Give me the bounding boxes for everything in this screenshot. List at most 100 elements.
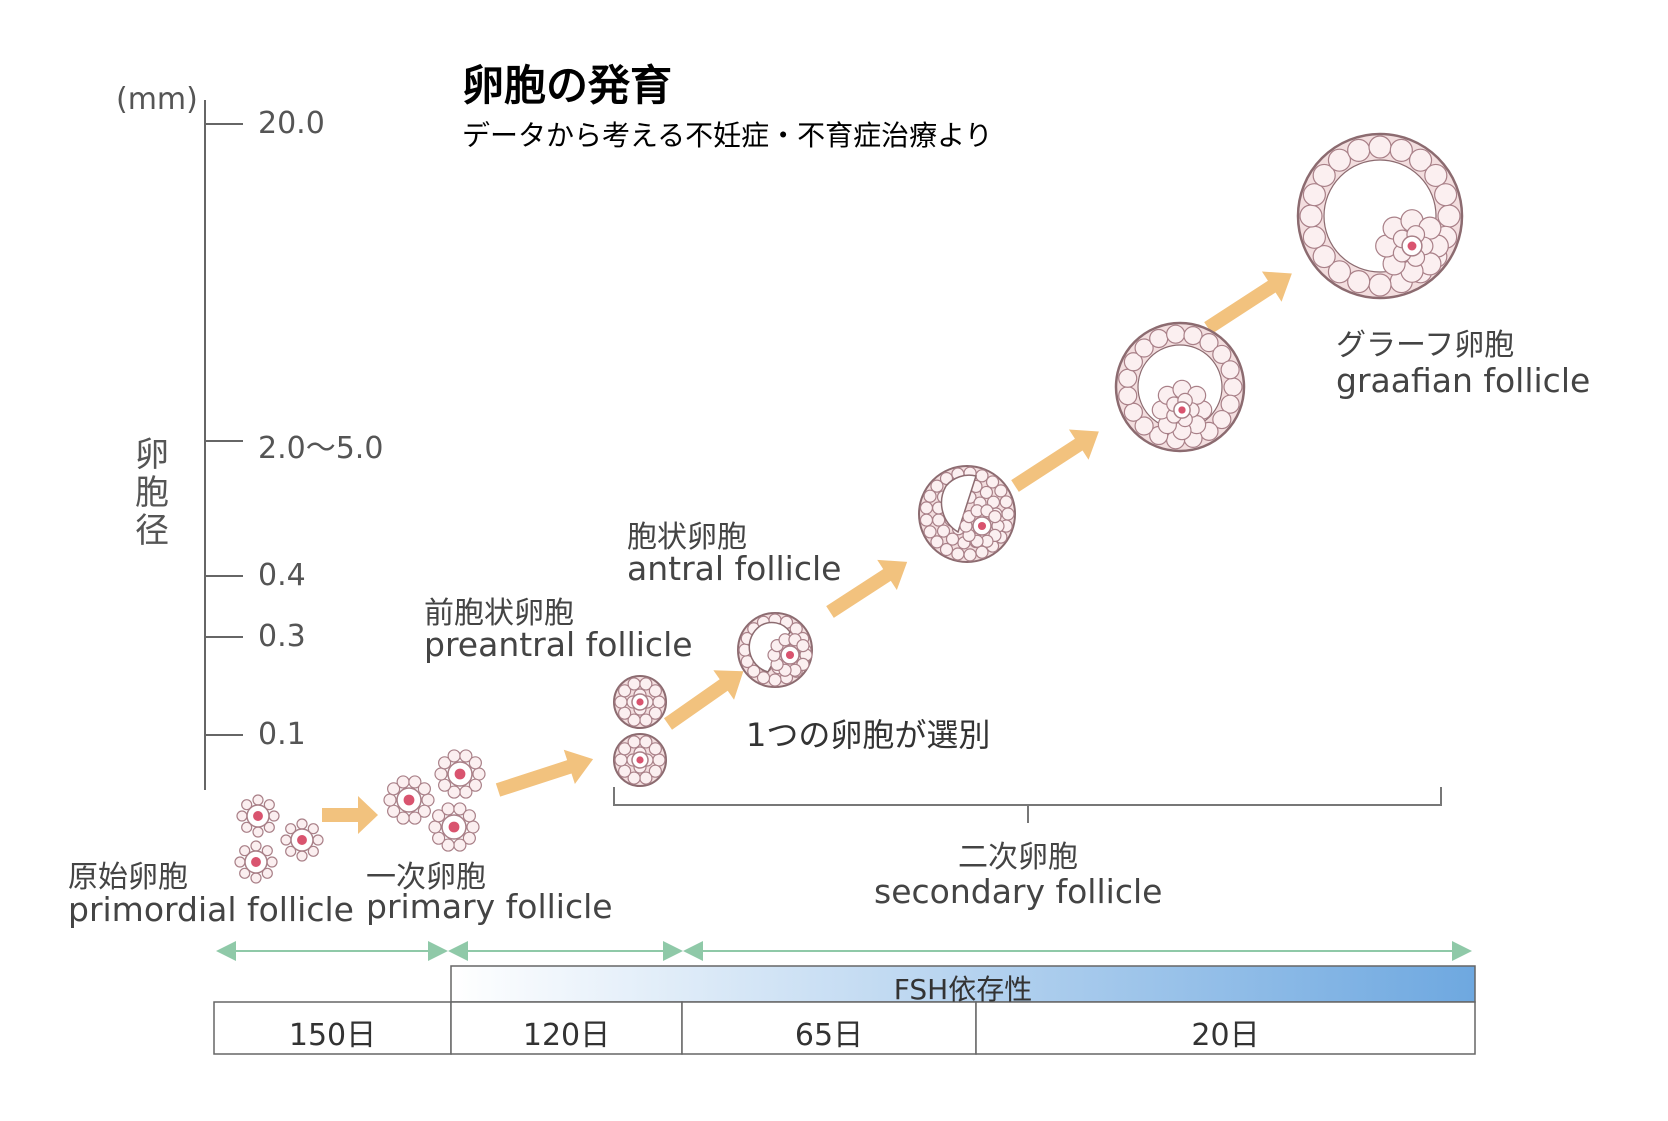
granulosa-cell	[639, 771, 653, 785]
granulosa-cell	[1302, 225, 1326, 249]
granulosa-cell	[627, 771, 641, 785]
oocyte-nucleus	[253, 811, 263, 821]
granulosa-cell	[396, 775, 410, 789]
granulosa-cell	[627, 713, 641, 727]
oocyte-nucleus	[636, 698, 644, 706]
y-axis-unit: (mm)	[116, 82, 198, 117]
granulosa-cell	[421, 793, 435, 807]
stage-graafian-en: graafian follicle	[1336, 361, 1591, 400]
granulosa-cell	[930, 479, 944, 493]
granulosa-cell	[396, 811, 410, 825]
granulosa-cell	[639, 713, 653, 727]
granulosa-cell	[1199, 333, 1219, 353]
granulosa-cell	[1434, 183, 1458, 207]
granulosa-cell	[1118, 386, 1138, 406]
stage-primordial-jp: 原始卵胞	[68, 860, 188, 895]
granulosa-cell	[1134, 338, 1154, 358]
granulosa-cell	[1299, 204, 1323, 228]
stage-preantral-en: preantral follicle	[424, 625, 693, 664]
granulosa-cell	[923, 525, 937, 539]
granulosa-cell	[627, 735, 641, 749]
granulosa-cell	[1389, 138, 1413, 162]
granulosa-cell	[932, 513, 946, 527]
granulosa-cell	[468, 778, 482, 792]
granulosa-cell	[614, 753, 628, 767]
selection-note: 1つの卵胞が選別	[746, 716, 991, 754]
granulosa-cell	[472, 767, 486, 781]
granulosa-cell	[939, 542, 954, 557]
granulosa-cell	[1149, 328, 1169, 349]
secondary-bracket	[613, 787, 1442, 823]
granulosa-cell	[919, 513, 934, 527]
granulosa-cell	[1347, 270, 1371, 294]
granulosa-cell	[285, 845, 297, 857]
stage-secondary-jp: 二次卵胞	[958, 840, 1078, 875]
oocyte-nucleus	[785, 650, 795, 660]
granulosa-cell	[250, 840, 262, 852]
stage-antral-jp: 胞状卵胞	[627, 520, 747, 555]
growth-arrow-3	[663, 670, 744, 730]
granulosa-cell	[1312, 244, 1336, 269]
growth-arrows	[322, 271, 1292, 834]
granulosa-cell	[652, 695, 666, 709]
granulosa-cell	[408, 775, 422, 789]
granulosa-cell	[648, 684, 662, 698]
y-tick-label: 20.0	[258, 106, 325, 141]
granulosa-cell	[263, 799, 275, 811]
granulosa-cell	[441, 802, 455, 816]
granulosa-cell	[1437, 204, 1461, 228]
granulosa-cell	[239, 845, 251, 857]
granulosa-cell	[618, 684, 632, 698]
granulosa-cell	[652, 753, 666, 767]
granulosa-cell	[459, 785, 473, 799]
granulosa-cell	[387, 804, 401, 818]
granulosa-cell	[951, 547, 965, 561]
granulosa-cell	[923, 489, 937, 503]
granulosa-cell	[261, 867, 273, 879]
granulosa-cell	[383, 793, 397, 807]
granulosa-cell	[618, 742, 632, 756]
granulosa-cell	[1327, 260, 1352, 284]
granulosa-cell	[268, 810, 280, 822]
granulosa-cell	[432, 831, 446, 845]
granulosa-cell	[236, 810, 248, 822]
stage-graafian-jp: グラーフ卵胞	[1336, 328, 1515, 363]
granulosa-cell	[1223, 377, 1243, 397]
granulosa-cell	[432, 809, 446, 823]
stage-primordial-en: primordial follicle	[68, 890, 354, 929]
granulosa-cell	[241, 821, 253, 833]
granulosa-cell	[945, 532, 960, 546]
granulosa-cell	[468, 756, 482, 770]
y-tick-label: 2.0〜5.0	[258, 431, 384, 466]
granulosa-cell	[307, 823, 319, 835]
granulosa-cell	[979, 485, 994, 500]
granulosa-cell	[434, 767, 448, 781]
granulosa-cell	[453, 802, 467, 816]
granulosa-cell	[285, 823, 297, 835]
granulosa-cell	[438, 778, 452, 792]
page-subtitle: データから考える不妊症・不育症治療より	[462, 119, 993, 152]
duration-table	[213, 1001, 1476, 1055]
growth-arrow-6	[1204, 271, 1292, 334]
granulosa-cell	[1118, 368, 1138, 388]
granulosa-cell	[1312, 163, 1336, 188]
granulosa-cell	[975, 545, 989, 559]
granulosa-cell	[639, 677, 653, 691]
granulosa-cell	[639, 735, 653, 749]
granulosa-cell	[252, 826, 264, 838]
granulosa-cell	[250, 872, 262, 884]
antrum	[748, 621, 791, 673]
granulosa-cell	[936, 524, 951, 538]
granulosa-cell	[1134, 416, 1154, 436]
granulosa-cell	[614, 695, 628, 709]
oocyte-nucleus	[1407, 241, 1417, 251]
fsh-label: FSH依存性	[893, 973, 1033, 1006]
granulosa-cell	[919, 501, 934, 515]
granulosa-cell	[648, 742, 662, 756]
y-tick-label: 0.4	[258, 558, 306, 593]
granulosa-cell	[1212, 344, 1232, 365]
granulosa-cell	[618, 764, 632, 778]
granulosa-cell	[296, 818, 308, 830]
granulosa-cell	[1302, 183, 1326, 207]
